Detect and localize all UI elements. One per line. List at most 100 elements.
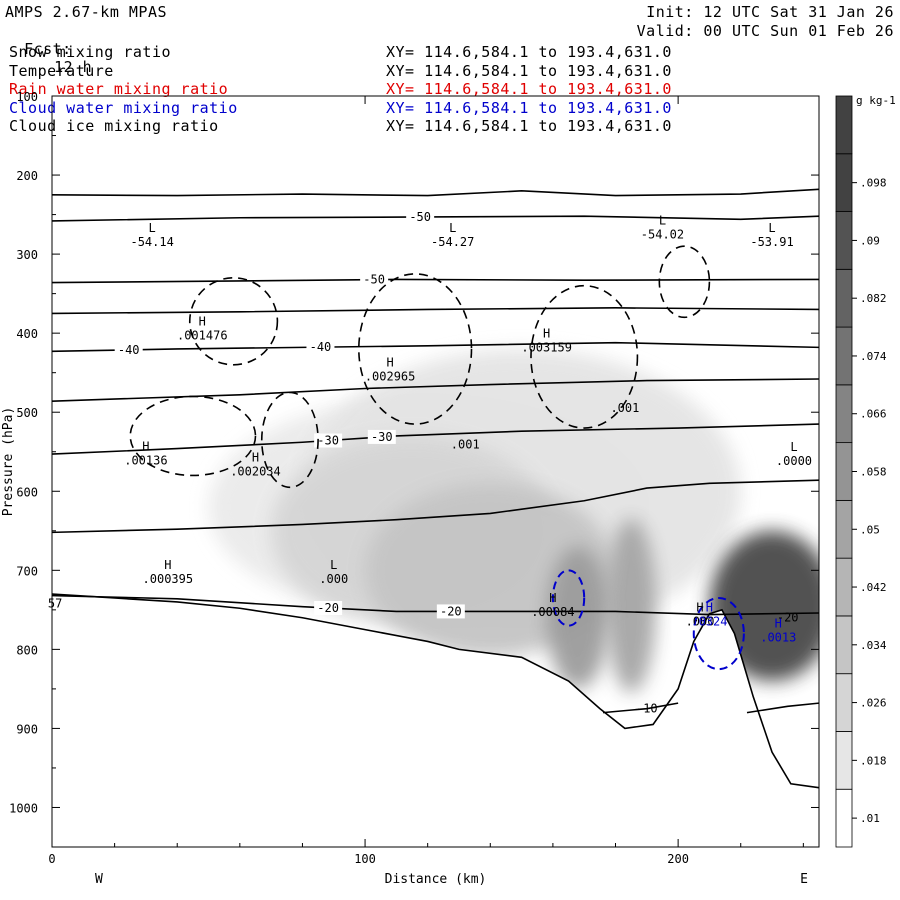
isotherm-label-bg bbox=[360, 272, 389, 287]
isotherm-label: -40 bbox=[310, 340, 332, 354]
isotherm-line bbox=[52, 378, 819, 402]
extremum-letter: L bbox=[449, 221, 456, 235]
contours: -50 -50 -40 -40 -30 -30 -20 -20 bbox=[52, 188, 819, 714]
colorbar-label: .098 bbox=[860, 177, 887, 190]
isotherm-line bbox=[52, 341, 819, 353]
colorbar-label: .018 bbox=[860, 754, 887, 767]
colorbar-bin bbox=[835, 326, 853, 386]
colorbar-unit: g kg-1 bbox=[856, 94, 896, 107]
west-label: W bbox=[95, 872, 103, 887]
colorbar-label: .09 bbox=[860, 234, 880, 247]
y-tick-label: 600 bbox=[16, 485, 38, 499]
annotations: L-54.14L-54.27L-54.02 L-53.91H.001476H.00… bbox=[48, 213, 812, 715]
isotherm-line-warm bbox=[746, 702, 819, 714]
ice-contour bbox=[260, 391, 319, 489]
extremum-value: .001476 bbox=[177, 328, 228, 342]
colorbar-label: .082 bbox=[860, 292, 887, 305]
axes: 100 200 300 400 500 600 700 800 900 1000 0 100 200 Di… bbox=[1, 90, 819, 887]
isotherm-line bbox=[52, 307, 819, 315]
colorbar-bin bbox=[835, 95, 853, 155]
terrain bbox=[52, 593, 819, 847]
ice-contour bbox=[188, 277, 279, 366]
y-tick-label: 200 bbox=[16, 169, 38, 183]
extremum-value: .00084 bbox=[531, 605, 574, 619]
contour-value-label: .001 bbox=[610, 401, 639, 415]
colorbar-bin bbox=[835, 673, 853, 732]
y-tick-label: 100 bbox=[16, 90, 38, 104]
colorbar-bin bbox=[835, 211, 853, 270]
colorbar-label: .026 bbox=[860, 697, 887, 710]
isotherm-line bbox=[52, 278, 819, 284]
x-tick-label: 200 bbox=[667, 852, 689, 866]
extremum-letter: H bbox=[199, 314, 206, 328]
extremum-letter: H bbox=[386, 356, 393, 370]
ice-contour bbox=[358, 273, 473, 425]
extremum-value: .003159 bbox=[521, 340, 572, 354]
y-tick-label: 1000 bbox=[9, 801, 38, 815]
colorbar: .01 .018 .026 .034 .042 .05 .058 .066 .074 .082 .0… bbox=[835, 94, 896, 848]
extremum-letter: H bbox=[543, 326, 550, 340]
isotherm-label: -40 bbox=[118, 343, 140, 357]
terrain-surface bbox=[52, 593, 819, 789]
x-axis-title: Distance (km) bbox=[385, 872, 487, 887]
plot-frame bbox=[51, 95, 820, 848]
contour-value-label: .001 bbox=[451, 438, 480, 452]
extremum-value: .00136 bbox=[124, 453, 167, 467]
field-name: Rain water mixing ratio bbox=[9, 80, 229, 98]
isotherm-label-bg bbox=[306, 340, 335, 355]
contour-value-label: 57 bbox=[48, 596, 62, 610]
isotherm-line-warm bbox=[602, 702, 679, 714]
field-xy: XY= 114.6,584.1 to 193.4,631.0 bbox=[386, 61, 672, 80]
colorbar-bin bbox=[835, 557, 853, 617]
field-name: Snow mixing ratio bbox=[9, 43, 172, 61]
isotherm-label: -20 bbox=[317, 601, 339, 615]
init-time: Init: 12 UTC Sat 31 Jan 26 bbox=[646, 3, 894, 21]
extremum-letter: L bbox=[659, 213, 666, 227]
y-tick-label: 900 bbox=[16, 722, 38, 736]
field-name: Cloud ice mixing ratio bbox=[9, 117, 219, 135]
colorbar-label: .042 bbox=[860, 581, 887, 594]
extremum-value: .0000 bbox=[776, 454, 812, 468]
forecast-label-text: Fcst: bbox=[24, 40, 72, 58]
isotherm-label-bg bbox=[406, 209, 435, 224]
extremum-letter: L bbox=[149, 221, 156, 235]
snow-blob bbox=[546, 546, 610, 689]
contour-value-label: -20 bbox=[777, 611, 799, 625]
colorbar-label: .066 bbox=[860, 408, 887, 421]
extremum-value: .0324 bbox=[691, 615, 727, 629]
extremum-value: -54.27 bbox=[431, 235, 474, 249]
extremum-value: .002965 bbox=[365, 370, 416, 384]
isotherm-label: -50 bbox=[409, 210, 431, 224]
colorbar-bin bbox=[835, 499, 853, 559]
extremum-letter: L bbox=[768, 221, 775, 235]
extremum-letter: H bbox=[706, 601, 713, 615]
extremum-value: -54.14 bbox=[130, 235, 173, 249]
terrain-fill bbox=[52, 594, 819, 847]
y-tick-label: 400 bbox=[16, 327, 38, 341]
snow-blob bbox=[606, 518, 657, 693]
valid-time: Valid: 00 UTC Sun 01 Feb 26 bbox=[636, 22, 894, 40]
isotherm-label-bg bbox=[114, 342, 143, 357]
colorbar-bin bbox=[835, 268, 853, 328]
colorbar-bin bbox=[835, 384, 853, 444]
y-tick-label: 700 bbox=[16, 564, 38, 578]
extremum-letter: H bbox=[549, 591, 556, 605]
extremum-value: .002034 bbox=[230, 464, 281, 478]
east-label: E bbox=[800, 872, 808, 887]
x-tick-label: 0 bbox=[48, 852, 55, 866]
extremum-value: .0013 bbox=[760, 630, 796, 644]
cloud-water-contour bbox=[692, 596, 745, 671]
extremum-value: .000395 bbox=[143, 572, 194, 586]
cloud-water-contour bbox=[551, 569, 586, 627]
colorbar-bin bbox=[835, 788, 853, 848]
field-xy: XY= 114.6,584.1 to 193.4,631.0 bbox=[386, 80, 672, 98]
contour-value-label: -10 bbox=[636, 702, 658, 716]
extremum-value: -54.02 bbox=[641, 227, 684, 241]
colorbar-label: .058 bbox=[860, 466, 887, 479]
field-xy: XY= 114.6,584.1 to 193.4,631.0 bbox=[386, 117, 672, 135]
isotherm-label: -30 bbox=[317, 434, 339, 448]
isotherm-label-bg bbox=[367, 429, 396, 444]
field-xy: XY= 114.6,584.1 to 193.4,631.0 bbox=[386, 43, 672, 61]
extremum-value: .000 bbox=[686, 615, 715, 629]
isotherm-label: -30 bbox=[371, 430, 393, 444]
